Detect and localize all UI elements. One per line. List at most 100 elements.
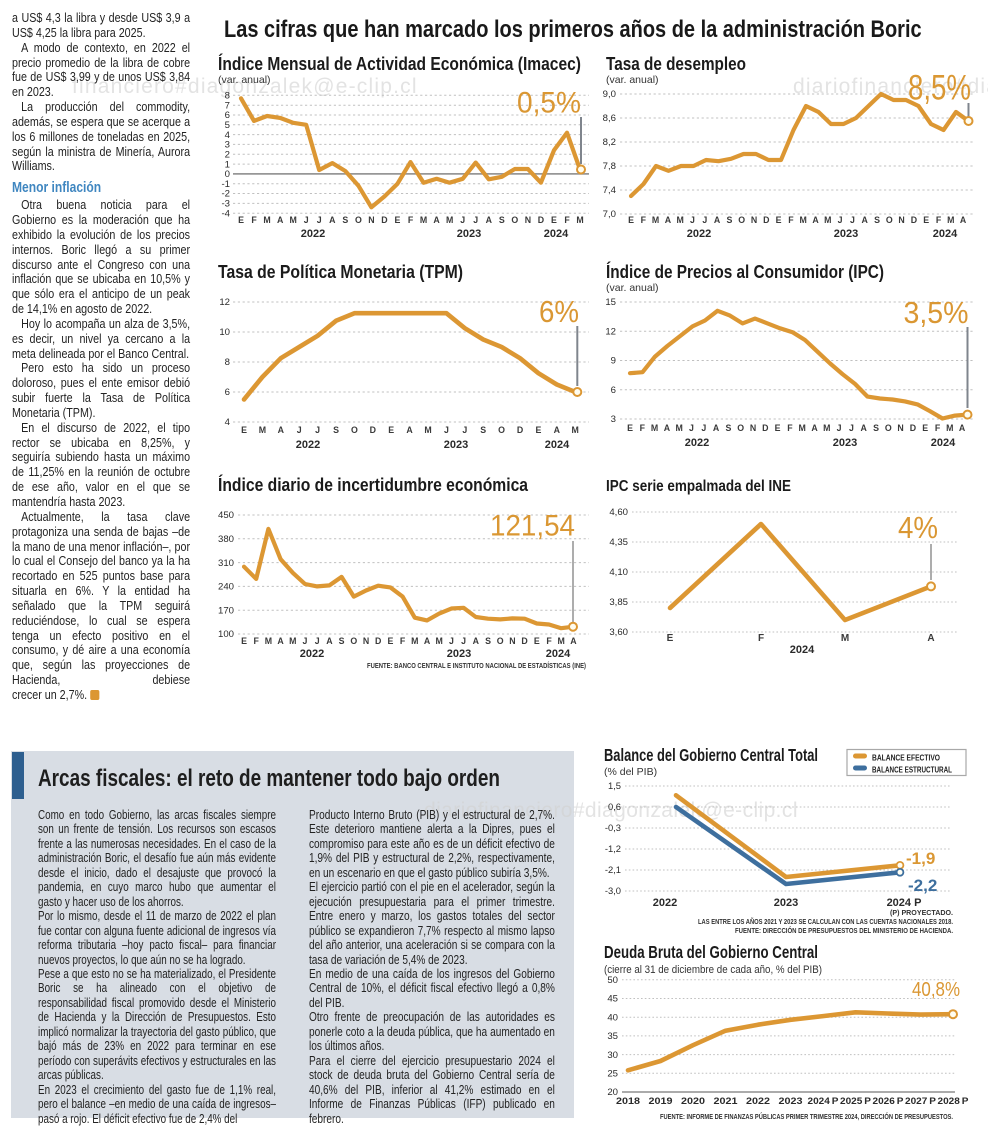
svg-text:0,6: 0,6 bbox=[608, 801, 621, 812]
svg-text:M: M bbox=[289, 215, 296, 225]
svg-text:E: E bbox=[667, 633, 674, 644]
svg-text:2024: 2024 bbox=[545, 439, 570, 451]
svg-text:J: J bbox=[315, 425, 320, 435]
svg-text:O: O bbox=[737, 423, 744, 433]
svg-text:E: E bbox=[775, 423, 781, 433]
svg-text:6: 6 bbox=[225, 387, 230, 398]
svg-text:N: N bbox=[368, 215, 374, 225]
svg-text:D: D bbox=[381, 215, 387, 225]
svg-text:7,0: 7,0 bbox=[603, 209, 616, 220]
svg-text:A: A bbox=[277, 215, 284, 225]
svg-text:2022: 2022 bbox=[687, 228, 711, 240]
svg-text:M: M bbox=[576, 215, 583, 225]
svg-text:2023: 2023 bbox=[834, 228, 858, 240]
svg-text:M: M bbox=[263, 215, 270, 225]
svg-text:FUENTE: INFORME DE FINANZAS PÚ: FUENTE: INFORME DE FINANZAS PÚBLICAS PRI… bbox=[660, 1112, 953, 1121]
svg-text:N: N bbox=[509, 636, 515, 646]
svg-text:8,5%: 8,5% bbox=[908, 69, 971, 108]
svg-text:D: D bbox=[370, 425, 376, 435]
svg-text:J: J bbox=[462, 425, 467, 435]
svg-text:E: E bbox=[241, 425, 247, 435]
svg-text:2022: 2022 bbox=[653, 897, 677, 909]
svg-text:-1: -1 bbox=[221, 179, 230, 190]
svg-text:2023: 2023 bbox=[447, 648, 471, 660]
svg-text:J: J bbox=[701, 423, 706, 433]
svg-text:(var. anual): (var. anual) bbox=[218, 74, 271, 86]
svg-text:Índice diario de incertidumbre: Índice diario de incertidumbre económica bbox=[218, 474, 529, 495]
svg-text:S: S bbox=[499, 215, 505, 225]
svg-text:Balance del Gobierno Central T: Balance del Gobierno Central Total bbox=[604, 745, 818, 765]
svg-text:5: 5 bbox=[225, 120, 230, 131]
svg-text:O: O bbox=[497, 636, 504, 646]
svg-text:6: 6 bbox=[225, 110, 230, 121]
svg-text:(cierre al 31 de diciembre de: (cierre al 31 de diciembre de cada año, … bbox=[604, 964, 822, 976]
svg-text:310: 310 bbox=[218, 558, 234, 569]
svg-text:E: E bbox=[241, 636, 247, 646]
svg-text:50: 50 bbox=[607, 975, 618, 986]
svg-text:4,10: 4,10 bbox=[609, 567, 628, 578]
svg-text:2023: 2023 bbox=[833, 437, 857, 449]
svg-text:E: E bbox=[923, 215, 929, 225]
svg-text:M: M bbox=[265, 636, 272, 646]
svg-text:-3: -3 bbox=[221, 199, 230, 210]
svg-text:F: F bbox=[935, 423, 941, 433]
svg-text:M: M bbox=[411, 636, 418, 646]
svg-text:(var. anual): (var. anual) bbox=[606, 282, 659, 294]
svg-text:2022: 2022 bbox=[300, 648, 324, 660]
svg-text:A: A bbox=[665, 215, 672, 225]
svg-text:2028 P: 2028 P bbox=[938, 1096, 969, 1106]
svg-text:A: A bbox=[278, 425, 285, 435]
svg-text:-1,9: -1,9 bbox=[906, 849, 935, 868]
svg-text:M: M bbox=[424, 425, 431, 435]
svg-text:2023: 2023 bbox=[457, 228, 481, 240]
svg-text:4%: 4% bbox=[898, 510, 938, 545]
svg-text:2022: 2022 bbox=[746, 1096, 770, 1106]
svg-text:J: J bbox=[461, 636, 466, 646]
svg-text:A: A bbox=[960, 215, 967, 225]
svg-text:2: 2 bbox=[225, 149, 230, 160]
svg-text:-4: -4 bbox=[221, 208, 230, 219]
svg-text:O: O bbox=[886, 215, 893, 225]
svg-text:0,5%: 0,5% bbox=[517, 87, 581, 120]
svg-text:30: 30 bbox=[607, 1050, 618, 1061]
svg-text:M: M bbox=[420, 215, 427, 225]
svg-text:2022: 2022 bbox=[301, 228, 325, 240]
svg-text:A: A bbox=[277, 636, 284, 646]
svg-text:-0,3: -0,3 bbox=[605, 822, 621, 833]
svg-text:D: D bbox=[538, 215, 544, 225]
svg-text:E: E bbox=[388, 425, 394, 435]
svg-text:O: O bbox=[351, 425, 358, 435]
svg-text:J: J bbox=[849, 423, 854, 433]
svg-text:2026 P: 2026 P bbox=[873, 1096, 904, 1106]
svg-text:2022: 2022 bbox=[685, 437, 709, 449]
svg-text:2019: 2019 bbox=[649, 1096, 673, 1106]
svg-text:J: J bbox=[303, 636, 308, 646]
svg-text:A: A bbox=[326, 636, 333, 646]
svg-text:2021: 2021 bbox=[714, 1096, 738, 1106]
svg-text:2025 P: 2025 P bbox=[840, 1096, 871, 1106]
svg-text:40: 40 bbox=[607, 1012, 618, 1023]
svg-text:M: M bbox=[800, 215, 807, 225]
svg-text:Tasa de Política Monetaria (TP: Tasa de Política Monetaria (TPM) bbox=[218, 261, 463, 282]
svg-text:F: F bbox=[408, 215, 414, 225]
svg-text:A: A bbox=[959, 423, 966, 433]
svg-text:12: 12 bbox=[219, 297, 230, 308]
svg-text:N: N bbox=[751, 215, 757, 225]
svg-text:100: 100 bbox=[218, 629, 234, 640]
svg-text:20: 20 bbox=[607, 1087, 618, 1098]
svg-text:2023: 2023 bbox=[779, 1096, 803, 1106]
svg-text:A: A bbox=[713, 423, 720, 433]
svg-text:A: A bbox=[862, 215, 869, 225]
svg-text:FUENTE: DIRECCIÓN DE PRESUPUES: FUENTE: DIRECCIÓN DE PRESUPUESTOS DEL MI… bbox=[735, 926, 953, 935]
svg-text:F: F bbox=[254, 636, 260, 646]
svg-text:40,8%: 40,8% bbox=[912, 978, 960, 1001]
svg-text:O: O bbox=[350, 636, 357, 646]
svg-text:A: A bbox=[714, 215, 721, 225]
svg-text:M: M bbox=[446, 215, 453, 225]
svg-text:M: M bbox=[652, 215, 659, 225]
svg-text:M: M bbox=[799, 423, 806, 433]
svg-text:7,8: 7,8 bbox=[603, 161, 616, 172]
svg-text:M: M bbox=[572, 425, 579, 435]
svg-text:8: 8 bbox=[225, 91, 230, 102]
svg-text:J: J bbox=[702, 215, 707, 225]
